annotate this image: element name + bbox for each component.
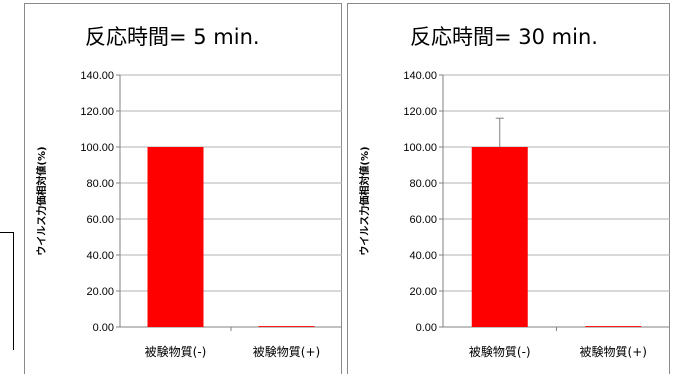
y-tick-label: 100.00 [80, 142, 114, 154]
chart-title: 反応時間= 5 min. [85, 25, 260, 49]
y-tick-label: 140.00 [80, 70, 114, 82]
chart-title: 反応時間= 30 min. [410, 25, 598, 49]
y-axis-label: ウイルス力価相対値(%) [358, 146, 371, 255]
chart-panel-5min: 反応時間= 5 min. 0.00 20.00 40.00 60.00 80.00 100.… [24, 3, 342, 374]
category-label: 被験物質(-) [145, 344, 207, 359]
category-label: 被験物質(+) [253, 344, 320, 359]
y-tick-label: 80.00 [86, 178, 114, 190]
y-tick-label: 140.00 [403, 70, 437, 82]
y-tick-label: 100.00 [403, 142, 437, 154]
margin-outline [0, 232, 14, 350]
chart-panel-30min: 反応時間= 30 min. 0.00 20.00 40.00 60.00 80.00 100… [347, 3, 670, 374]
y-tick-label: 60.00 [409, 214, 437, 226]
y-tick-label: 0.00 [416, 322, 437, 334]
category-label: 被験物質(-) [469, 344, 531, 359]
y-tick-label: 120.00 [403, 106, 437, 118]
y-tick-label: 40.00 [86, 250, 114, 262]
y-tick-label: 20.00 [86, 286, 114, 298]
y-tick-label: 0.00 [93, 322, 114, 334]
y-axis-label: ウイルス力価相対値(%) [35, 146, 48, 255]
bar [147, 147, 204, 327]
y-tick-label: 80.00 [409, 178, 437, 190]
chart-30min: 反応時間= 30 min. 0.00 20.00 40.00 60.00 80.00 100… [358, 25, 670, 359]
y-tick-label: 20.00 [409, 286, 437, 298]
category-label: 被験物質(+) [580, 344, 647, 359]
bar [258, 326, 315, 327]
y-tick-label: 120.00 [80, 106, 114, 118]
y-tick-label: 40.00 [409, 250, 437, 262]
chart-5min: 反応時間= 5 min. 0.00 20.00 40.00 60.00 80.00 100.… [35, 25, 342, 359]
y-tick-label: 60.00 [86, 214, 114, 226]
bar [585, 326, 642, 327]
bar [471, 147, 528, 327]
